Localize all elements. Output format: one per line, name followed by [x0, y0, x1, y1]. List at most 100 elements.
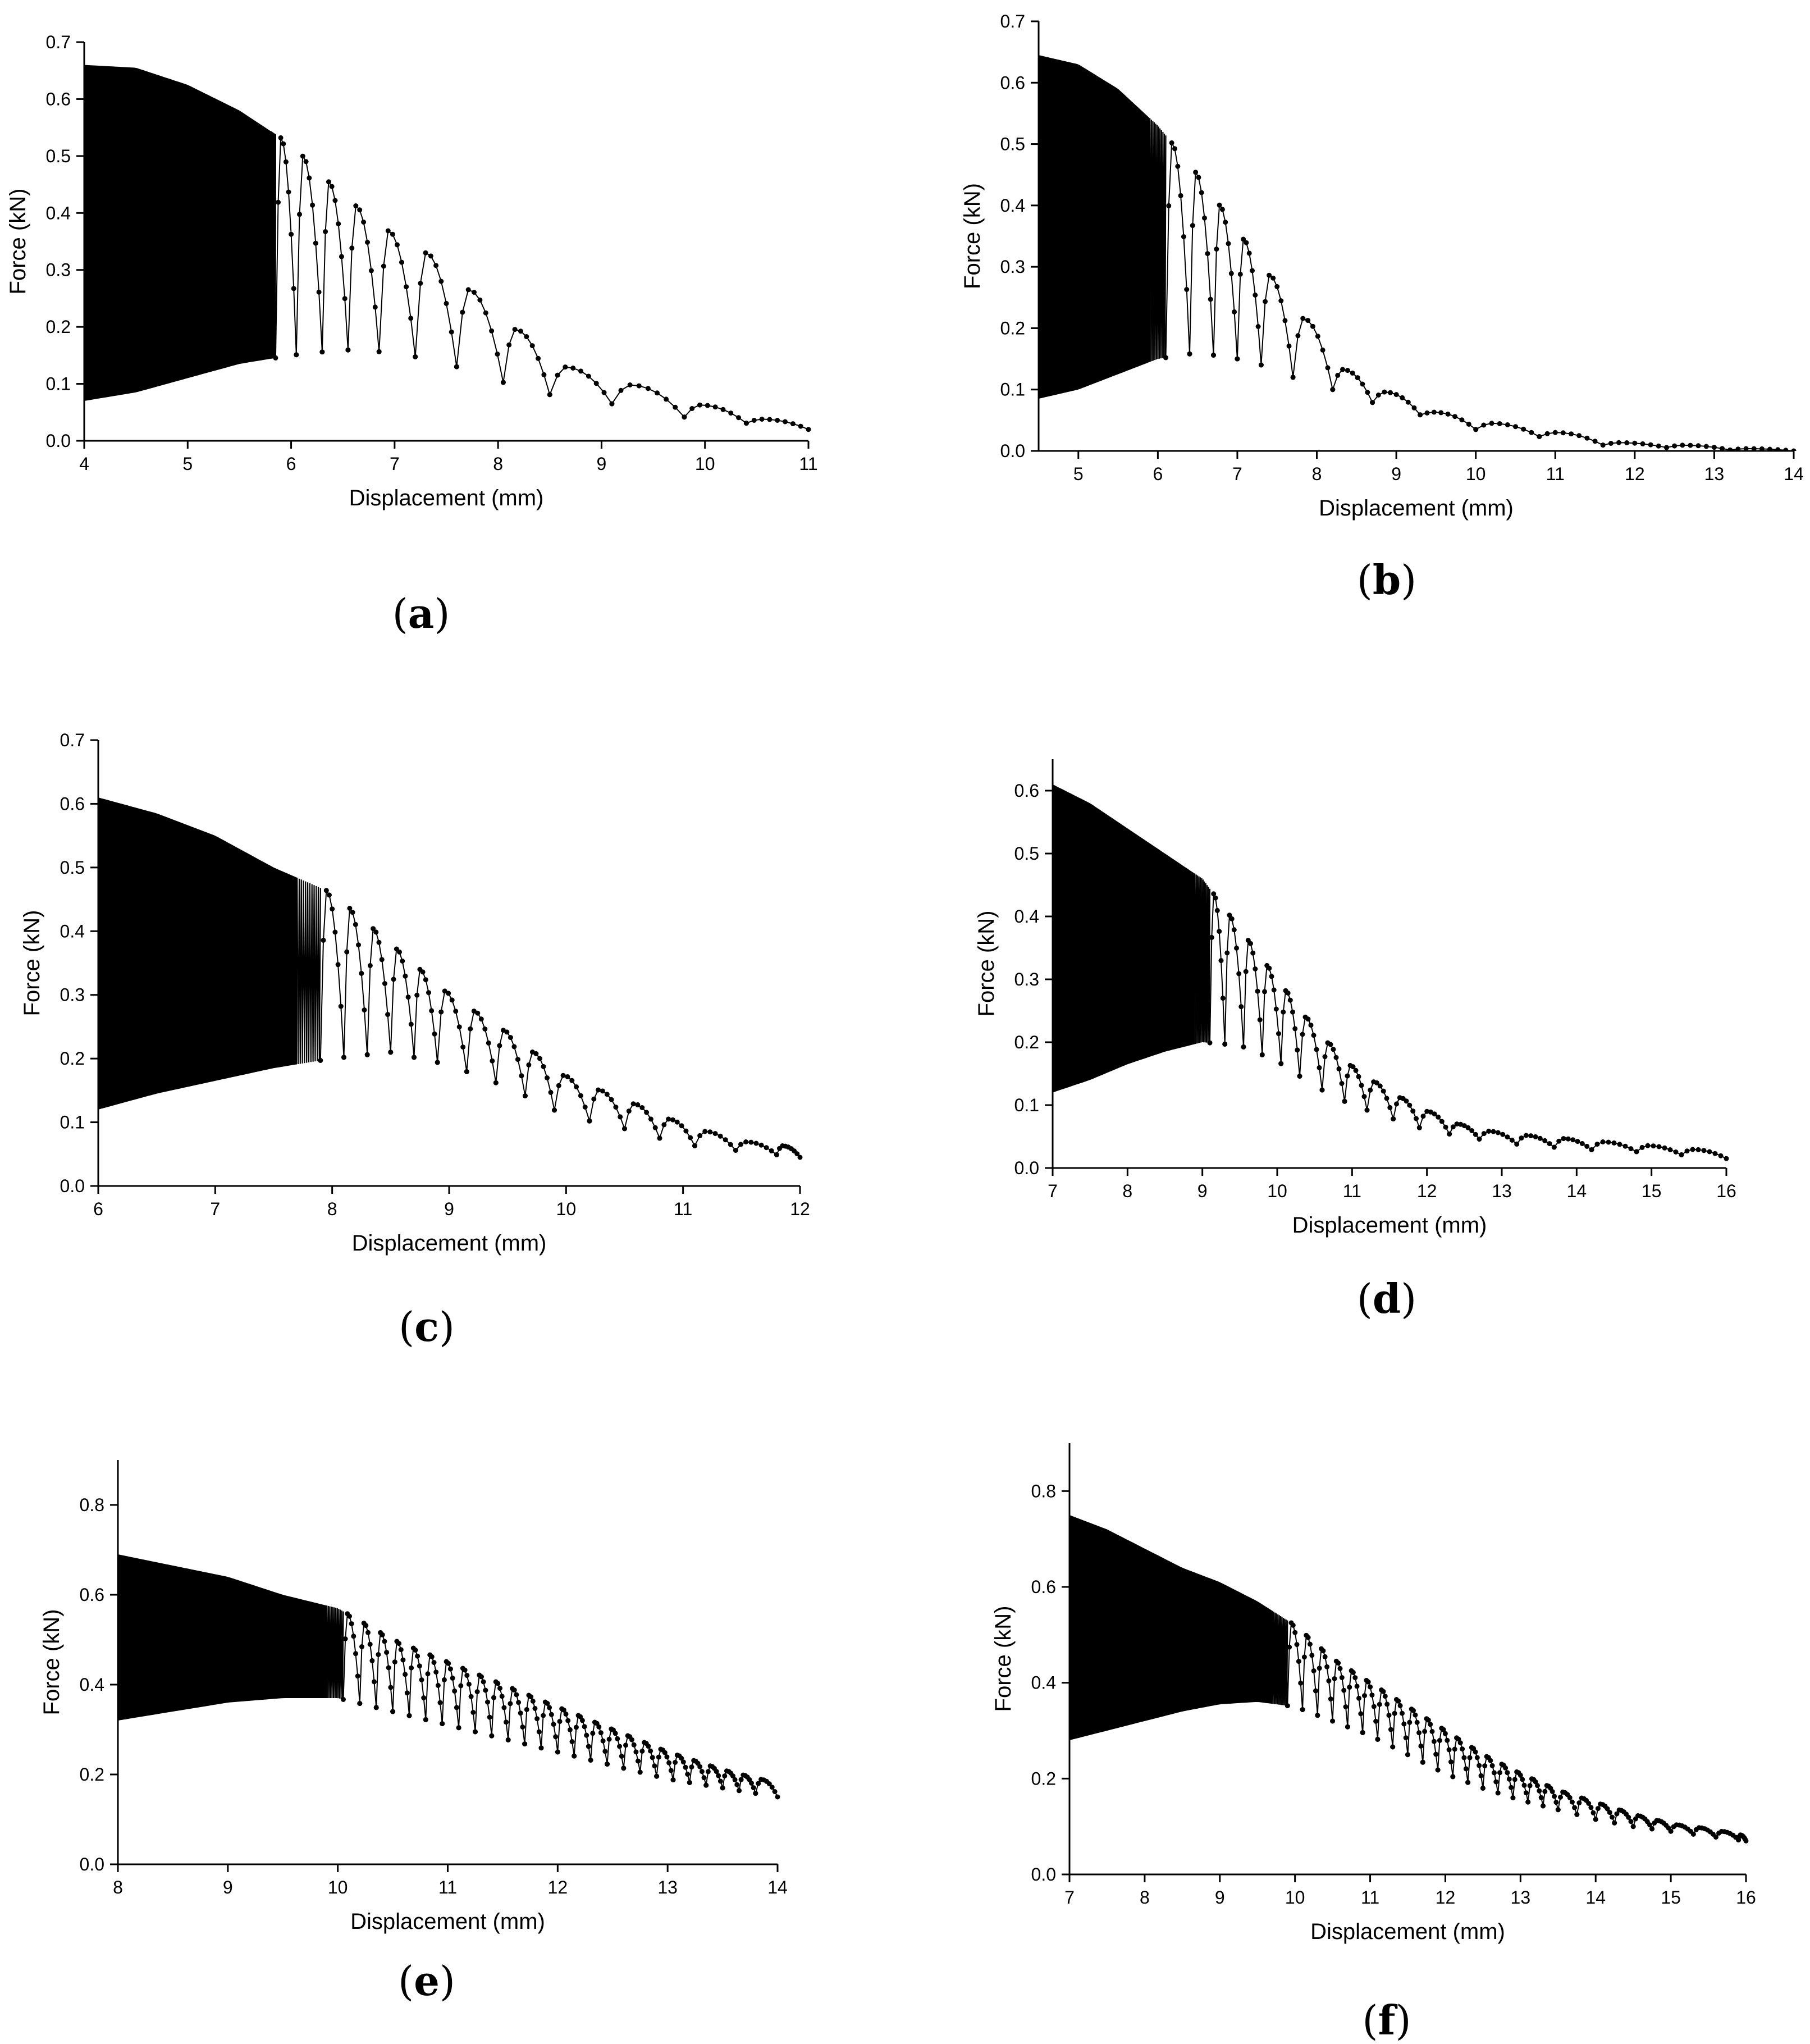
data-point [1474, 1755, 1480, 1760]
data-point [679, 1123, 684, 1129]
data-point [341, 1055, 346, 1060]
y-tick-label: 0.2 [1014, 1032, 1039, 1052]
x-tick-label: 13 [657, 1877, 678, 1897]
data-point [1244, 240, 1249, 245]
data-point [294, 352, 299, 358]
data-point [460, 309, 465, 315]
data-point [720, 407, 726, 412]
data-point [385, 228, 391, 234]
data-point [551, 1722, 556, 1727]
data-point [1407, 1102, 1413, 1108]
data-point [1207, 1040, 1213, 1046]
x-tick-label: 8 [1312, 464, 1322, 484]
data-point [733, 1148, 738, 1153]
panel-letter: d [1372, 1275, 1401, 1322]
data-point [1290, 1009, 1295, 1015]
data-point [419, 1677, 424, 1683]
data-point [1586, 1801, 1592, 1806]
data-point [397, 949, 402, 955]
x-tick-label: 10 [695, 454, 715, 474]
data-point [464, 1069, 469, 1074]
data-point [1569, 1799, 1575, 1805]
data-point [1317, 1666, 1322, 1671]
data-point [1461, 1755, 1467, 1760]
y-tick-label: 0.2 [46, 317, 71, 337]
x-tick-label: 4 [79, 454, 89, 474]
data-point [310, 202, 316, 208]
data-point [1610, 1814, 1615, 1820]
data-point [1567, 1795, 1573, 1800]
data-point [1527, 1783, 1533, 1788]
data-point [363, 1623, 369, 1628]
data-point [1273, 1006, 1279, 1012]
data-point [1393, 392, 1399, 398]
transition-cycles [1194, 873, 1211, 1044]
data-point [365, 240, 370, 245]
data-point [1375, 393, 1381, 398]
data-point [537, 1056, 542, 1061]
y-tick-label: 0.0 [80, 1854, 104, 1874]
data-point [323, 888, 329, 893]
data-point [1328, 1042, 1333, 1047]
x-axis-title: Displacement (mm) [352, 1231, 547, 1256]
data-point [1356, 1074, 1361, 1079]
data-point [732, 1777, 738, 1782]
data-point [512, 327, 518, 332]
y-axis-title: Force (kN) [974, 911, 999, 1017]
data-point [790, 421, 796, 427]
data-point [1416, 1125, 1422, 1130]
x-tick-label: 5 [1073, 464, 1084, 484]
data-point [1437, 1738, 1442, 1743]
data-point [1243, 969, 1249, 974]
data-point [1711, 445, 1717, 450]
data-point [1336, 1066, 1342, 1071]
plot-area [118, 1554, 780, 1800]
data-point [367, 963, 373, 968]
plot-area [1039, 55, 1797, 451]
data-point [1445, 1737, 1450, 1743]
data-point [751, 1785, 756, 1791]
data-point [1250, 950, 1256, 956]
data-point [565, 1718, 571, 1723]
data-point [578, 1093, 583, 1098]
data-point [596, 1087, 601, 1093]
dense-cycle-region [118, 1554, 327, 1721]
data-point [330, 906, 335, 912]
data-point [1555, 1807, 1561, 1813]
dense-cycle-region [1069, 1515, 1273, 1741]
data-point [1169, 140, 1174, 145]
data-point [1482, 1763, 1488, 1769]
chart-panel-a: 4 5 6 7 8 9 10 11 0.0 0.1 0.2 0.3 0.4 0.5 0.6 0.7 Displa… [6, 32, 818, 510]
y-tick-label: 0.8 [80, 1495, 104, 1515]
data-point [376, 349, 382, 354]
data-point [683, 1764, 688, 1770]
data-point [1584, 1143, 1590, 1149]
data-point [1521, 426, 1526, 432]
data-point [674, 1119, 680, 1125]
data-point [1274, 284, 1280, 289]
data-point [458, 1683, 464, 1689]
data-point [1605, 1806, 1610, 1812]
data-point [1432, 1111, 1437, 1117]
data-point [666, 1116, 671, 1122]
data-point [273, 355, 278, 361]
data-point [1181, 234, 1186, 239]
data-point [1429, 1729, 1435, 1734]
data-point [1592, 439, 1598, 444]
data-point [1713, 1834, 1718, 1840]
data-point [1622, 1143, 1628, 1149]
data-point [479, 1674, 484, 1680]
data-point [347, 1613, 352, 1619]
data-point [351, 1634, 356, 1639]
data-point [574, 1084, 579, 1089]
data-point [518, 328, 523, 334]
y-axis-title: Force (kN) [20, 910, 44, 1016]
data-point [1271, 987, 1277, 993]
data-point [1218, 958, 1224, 964]
data-point [1209, 934, 1214, 940]
data-point [1489, 1763, 1495, 1768]
data-point [1452, 1746, 1457, 1752]
data-point [438, 1009, 444, 1015]
transition-cycles [1149, 118, 1167, 362]
data-point [1342, 1098, 1347, 1104]
